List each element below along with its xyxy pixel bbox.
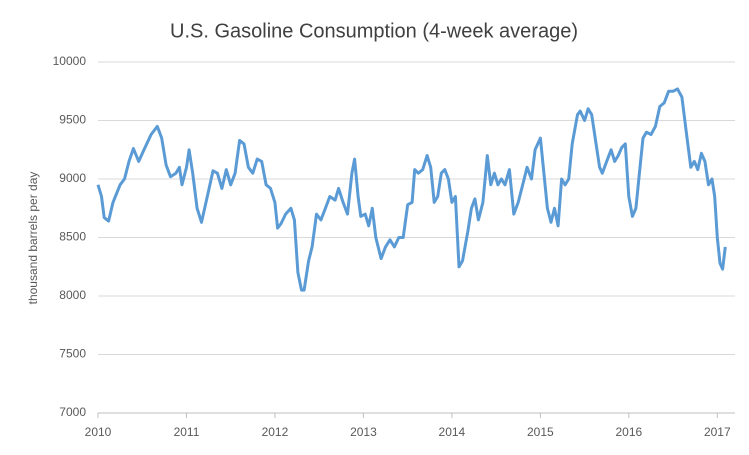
y-tick-label: 9500 [59, 113, 86, 127]
y-tick-label: 7500 [59, 347, 86, 361]
x-tick-label: 2017 [704, 425, 731, 439]
y-tick-label: 8000 [59, 288, 86, 302]
y-tick-label: 10000 [53, 54, 87, 68]
x-tick-label: 2014 [439, 425, 466, 439]
x-tick-label: 2012 [262, 425, 289, 439]
y-tick-label: 8500 [59, 230, 86, 244]
x-tick-label: 2015 [527, 425, 554, 439]
x-tick-label: 2016 [615, 425, 642, 439]
x-tick-label: 2011 [174, 425, 200, 439]
y-tick-label: 7000 [59, 405, 86, 419]
chart-title: U.S. Gasoline Consumption (4-week averag… [170, 20, 578, 42]
y-axis-label: thousand barrels per day [26, 172, 40, 305]
x-tick-label: 2013 [350, 425, 377, 439]
y-tick-label: 9000 [59, 171, 86, 185]
data-line [96, 87, 727, 292]
x-tick-label: 2010 [85, 425, 112, 439]
